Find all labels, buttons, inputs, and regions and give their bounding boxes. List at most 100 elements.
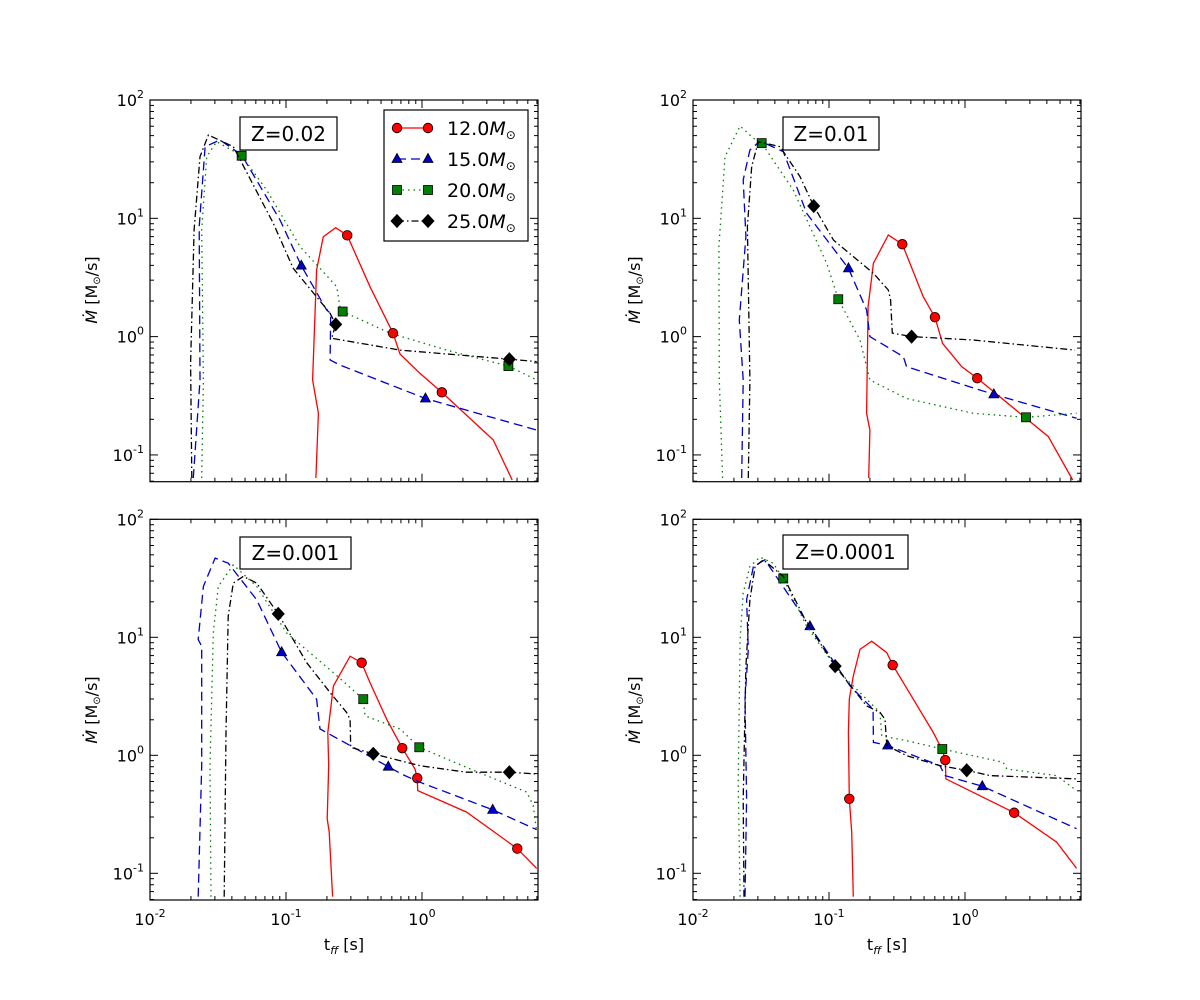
panel-z-0-001: 10-1 100 101 102 10-2 10-1 100 Z=0.001 Ṁ [M⊙/s… <box>82 507 539 957</box>
data-point-25msun <box>502 765 516 780</box>
series-line-15msun <box>197 557 537 897</box>
legend-label: 20.0M⊙ <box>447 180 516 204</box>
y-axis-label: Ṁ [M⊙/s] <box>625 676 646 743</box>
data-point-12msun <box>387 327 399 339</box>
legend-marker-circle <box>391 122 403 134</box>
x-label-unit: [s] <box>338 935 364 954</box>
panel-z-0-01: 10-1 100 101 102 Z=0.01 Ṁ [M⊙/s] <box>625 88 1082 483</box>
svg-text:tff [s]: tff [s] <box>324 935 364 957</box>
series-line-12msun <box>847 640 1078 897</box>
annotation-frame <box>239 116 338 151</box>
svg-text:tff [s]: tff [s] <box>867 935 907 957</box>
y-label-symbol: Ṁ <box>625 730 644 744</box>
legend-entry: 15.0M⊙ <box>391 149 516 173</box>
data-point-20msun <box>937 744 948 754</box>
data-point-20msun <box>358 694 369 705</box>
data-point-20msun <box>833 294 844 305</box>
x-tick-label: 10-2 <box>677 907 708 929</box>
svg-text:Ṁ [M⊙/s]: Ṁ [M⊙/s] <box>625 676 646 743</box>
plot-area-border <box>692 518 1082 901</box>
data-point-15msun <box>275 645 288 657</box>
y-axis-label: Ṁ [M⊙/s] <box>625 256 646 323</box>
y-label-unit: [M <box>625 285 644 310</box>
y-label-unit: [M <box>625 705 644 730</box>
series-line-15msun <box>744 558 1077 897</box>
series-line-20msun <box>737 556 1077 897</box>
x-tick-label: 100 <box>408 907 435 929</box>
data-point-12msun <box>342 230 353 241</box>
curves-layer <box>197 557 538 897</box>
y-tick-label: 102 <box>660 88 687 110</box>
y-tick-label: 101 <box>660 625 687 647</box>
data-point-12msun <box>844 793 855 804</box>
y-label-symbol: Ṁ <box>82 310 101 324</box>
axes-frame <box>692 518 1082 901</box>
svg-text:Ṁ [M⊙/s]: Ṁ [M⊙/s] <box>82 256 103 323</box>
svg-text:Ṁ [M⊙/s]: Ṁ [M⊙/s] <box>82 676 103 743</box>
data-point-25msun <box>366 746 380 761</box>
x-tick-label: 100 <box>951 907 978 929</box>
data-point-15msun <box>976 779 988 791</box>
series-line-25msun <box>189 134 537 479</box>
y-axis-label: Ṁ [M⊙/s] <box>82 676 103 743</box>
legend-entry: 25.0M⊙ <box>390 211 516 235</box>
data-point-20msun <box>414 742 425 753</box>
series-line-25msun <box>746 140 1076 479</box>
data-point-15msun <box>295 259 307 270</box>
data-point-12msun <box>940 754 951 766</box>
annotation-box: Z=0.001 <box>239 536 352 570</box>
data-point-20msun <box>1021 412 1031 423</box>
annotation-box: Z=0.01 <box>782 116 880 151</box>
curves-layer <box>718 124 1077 481</box>
annotation-label: Z=0.01 <box>794 122 869 146</box>
data-point-25msun <box>828 659 842 674</box>
x-label-unit: [s] <box>881 935 907 954</box>
annotation-label: Z=0.001 <box>252 541 340 565</box>
x-label-sub: ff <box>873 944 882 957</box>
annotation-frame <box>782 534 909 570</box>
data-point-12msun <box>436 387 448 398</box>
data-point-15msun <box>842 261 855 273</box>
panel-z-0-02: 10-1 100 101 102 Z=0.02 Ṁ [M⊙/s] <box>82 88 539 483</box>
data-point-12msun <box>412 772 423 784</box>
y-tick-label: 102 <box>117 88 144 110</box>
data-point-25msun <box>807 198 821 214</box>
y-label-unit: [M <box>82 705 101 730</box>
y-tick-label: 101 <box>117 625 144 647</box>
ticks-layer: 10-1 100 101 102 10-2 10-1 100 <box>656 507 1081 929</box>
x-tick-label: 10-2 <box>134 907 165 929</box>
data-point-12msun <box>1008 807 1020 818</box>
x-tick-label: 10-1 <box>270 907 301 929</box>
x-label-main: t <box>324 935 330 954</box>
legend-label: 12.0M⊙ <box>447 118 516 142</box>
legend: 12.0M⊙ 15.0M⊙ 20.0M⊙ 25.0M⊙ <box>383 109 529 242</box>
data-point-25msun <box>960 763 974 778</box>
x-label-sub: ff <box>330 944 339 957</box>
legend-label: 15.0M⊙ <box>447 149 516 173</box>
y-tick-label: 10-1 <box>656 861 687 883</box>
data-point-12msun <box>897 239 908 250</box>
series-line-25msun <box>742 558 1077 897</box>
y-tick-label: 100 <box>660 743 687 765</box>
x-axis-label: tff [s] <box>324 935 364 957</box>
legend-marker-diamond <box>390 213 404 229</box>
x-label-main: t <box>867 935 873 954</box>
y-tick-label: 101 <box>660 206 687 228</box>
data-point-15msun <box>881 739 894 750</box>
plot-area-border <box>692 99 1082 483</box>
data-point-25msun <box>905 329 919 344</box>
y-label-end: /s] <box>82 676 101 696</box>
x-axis-label: tff [s] <box>867 935 907 957</box>
series-line-20msun <box>209 563 538 897</box>
y-label-sun: ⊙ <box>92 696 103 704</box>
y-tick-label: 102 <box>117 507 144 529</box>
y-tick-label: 100 <box>117 743 144 765</box>
legend-frame <box>383 109 529 242</box>
ticks-layer: 10-1 100 101 102 <box>113 88 538 482</box>
annotation-frame <box>239 536 352 570</box>
legend-entry: 20.0M⊙ <box>392 180 516 204</box>
ticks-layer: 10-1 100 101 102 10-2 10-1 100 <box>113 507 538 929</box>
series-line-15msun <box>738 140 1077 479</box>
data-point-25msun <box>502 352 516 367</box>
data-point-20msun <box>337 306 348 317</box>
